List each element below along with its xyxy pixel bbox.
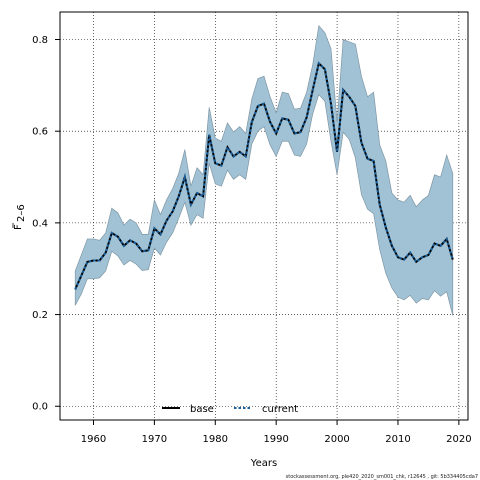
legend-label-base: base (190, 404, 214, 415)
y-tick-label: 0.6 (32, 127, 48, 138)
y-tick-label: 0.4 (32, 218, 48, 229)
confidence-band (74, 24, 454, 316)
y-tick-label: 0.8 (32, 35, 48, 46)
y-axis-ticks: 0.0 0.2 0.4 0.6 0.8 (32, 35, 60, 413)
y-axis-title-main: F (13, 224, 24, 230)
y-axis-title-sub: 2–6 (16, 204, 27, 222)
grid-lines (60, 12, 468, 420)
series-line-current (74, 61, 454, 290)
x-tick-label: 1970 (142, 434, 167, 445)
plot-frame (59, 11, 469, 421)
x-tick-label: 2020 (446, 434, 471, 445)
x-axis-title: Years (250, 458, 277, 469)
legend: base current (162, 404, 298, 415)
y-axis-title: F 2–6 (12, 204, 27, 230)
legend-label-current: current (262, 404, 298, 415)
x-tick-label: 2010 (385, 434, 410, 445)
y-tick-label: 0.0 (32, 402, 48, 413)
y-tick-label: 0.2 (32, 310, 48, 321)
x-tick-label: 1960 (81, 434, 106, 445)
x-tick-label: 1980 (203, 434, 228, 445)
x-tick-label: 2000 (324, 434, 349, 445)
x-axis-ticks: 1960 1970 1980 1990 2000 2010 2020 (81, 420, 472, 445)
footer-attribution: stockassessment.org, ple420_2020_sm001_c… (286, 474, 478, 480)
x-tick-label: 1990 (263, 434, 288, 445)
